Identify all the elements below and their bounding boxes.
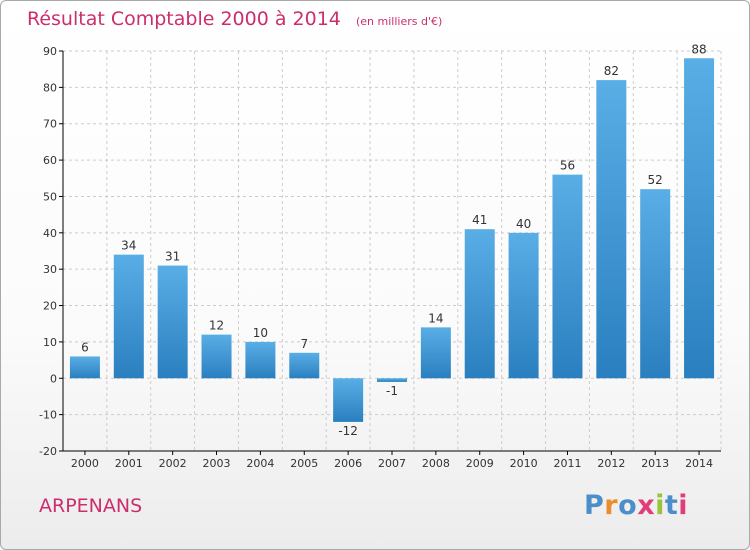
x-tick-label: 2014 [685, 457, 713, 470]
data-label: 41 [472, 213, 487, 227]
data-label: 88 [691, 42, 706, 56]
y-tick-label: 50 [43, 190, 57, 203]
data-label: 14 [428, 311, 443, 325]
chart-title-text: Résultat Comptable 2000 à 2014 [27, 8, 341, 30]
bar [157, 265, 188, 379]
bars [69, 58, 715, 422]
x-tick-label: 2000 [71, 457, 99, 470]
data-label: 82 [604, 64, 619, 78]
bar [201, 334, 232, 379]
x-tick-label: 2011 [553, 457, 581, 470]
axes [59, 50, 721, 455]
bar [69, 356, 100, 379]
data-label: 56 [560, 159, 575, 173]
y-tick-label: 30 [43, 263, 57, 276]
labels: -20 -10 0 10 20 30 40 50 60 70 80 90 2000 6 2001 34 2002… [39, 42, 713, 470]
y-tick-label: 60 [43, 154, 57, 167]
bar [464, 229, 495, 379]
chart-title: Résultat Comptable 2000 à 2014 (en milli… [27, 8, 442, 30]
data-label: 7 [300, 337, 308, 351]
y-tick-label: 90 [43, 45, 57, 58]
bar [552, 174, 583, 379]
logo-letter: t [664, 490, 679, 521]
data-label: 12 [209, 319, 224, 333]
bar [420, 327, 451, 379]
logo-letter: P [584, 490, 605, 521]
bar [333, 378, 364, 422]
y-tick-label: 10 [43, 336, 57, 349]
x-tick-label: 2010 [510, 457, 538, 470]
bar [684, 58, 715, 379]
data-label: -12 [338, 424, 358, 438]
x-tick-label: 2005 [290, 457, 318, 470]
x-tick-label: 2004 [246, 457, 274, 470]
data-label: 52 [648, 173, 663, 187]
x-tick-label: 2003 [203, 457, 231, 470]
y-tick-label: 20 [43, 300, 57, 313]
x-tick-label: 2002 [159, 457, 187, 470]
logo-letter: x [637, 490, 656, 521]
x-tick-label: 2007 [378, 457, 406, 470]
logo-letter: i [678, 490, 689, 521]
logo-letter: o [618, 490, 638, 521]
bar [245, 341, 276, 379]
x-tick-label: 2001 [115, 457, 143, 470]
data-label: 6 [81, 340, 89, 354]
logo-letter: i [655, 490, 665, 521]
x-tick-label: 2006 [334, 457, 362, 470]
bar [596, 80, 627, 379]
y-tick-label: 80 [43, 81, 57, 94]
data-label: 31 [165, 250, 180, 264]
bar [377, 378, 407, 382]
bar [113, 254, 144, 379]
bar [640, 189, 671, 379]
y-tick-label: 0 [50, 372, 57, 385]
bar [289, 352, 320, 379]
x-tick-label: 2009 [466, 457, 494, 470]
x-tick-label: 2008 [422, 457, 450, 470]
bar [508, 232, 539, 379]
proxiti-logo: Proxiti [584, 490, 688, 521]
y-tick-label: -20 [39, 445, 57, 458]
y-tick-label: -10 [39, 409, 57, 422]
x-tick-label: 2012 [597, 457, 625, 470]
x-tick-label: 2013 [641, 457, 669, 470]
data-label: 40 [516, 217, 531, 231]
data-label: 10 [253, 326, 268, 340]
y-tick-label: 70 [43, 118, 57, 131]
data-label: 34 [121, 239, 136, 253]
y-tick-label: 40 [43, 227, 57, 240]
data-label: -1 [386, 384, 398, 398]
chart-unit-text: (en milliers d'€) [355, 15, 443, 28]
town-name: ARPENANS [39, 495, 143, 517]
logo-letter: r [604, 490, 619, 521]
